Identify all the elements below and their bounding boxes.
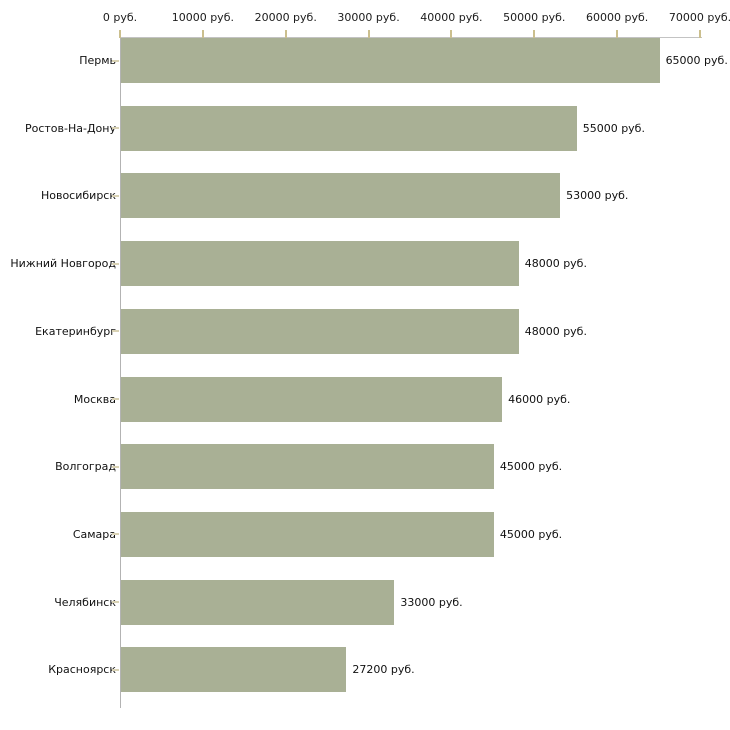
x-tick-label: 20000 руб. (254, 11, 317, 24)
x-tick-label: 70000 руб. (668, 11, 730, 24)
bar (121, 511, 494, 557)
category-label: Нижний Новгород (10, 257, 116, 271)
x-tick-label: 50000 руб. (503, 11, 566, 24)
category-label: Москва (73, 392, 116, 406)
bar-value-label: 48000 руб. (524, 324, 587, 338)
x-tick (616, 30, 619, 38)
bar-value-label: 48000 руб. (524, 257, 587, 271)
category-tick (112, 533, 119, 536)
bar (121, 308, 519, 354)
category-label: Новосибирск (40, 189, 116, 203)
bar-value-label: 27200 руб. (352, 663, 415, 677)
x-tick (119, 30, 121, 38)
category-label: Пермь (79, 54, 116, 67)
bar-value-label: 53000 руб. (566, 189, 629, 203)
x-tick (699, 30, 701, 38)
bar (121, 173, 561, 219)
category-label: Самара (72, 527, 116, 541)
bar (121, 376, 503, 422)
x-tick-label: 10000 руб. (171, 11, 234, 24)
bar-value-label: 46000 руб. (508, 392, 571, 406)
category-tick (112, 127, 119, 130)
bar-value-label: 65000 руб. (665, 54, 728, 67)
bar-value-label: 33000 руб. (400, 595, 463, 609)
x-axis-line (120, 37, 702, 38)
bar-value-label: 45000 руб. (499, 460, 563, 474)
category-tick (112, 194, 119, 197)
category-tick (112, 398, 119, 400)
x-tick (284, 30, 287, 38)
category-tick (112, 330, 119, 333)
bar (121, 241, 519, 287)
bar-value-label: 45000 руб. (499, 527, 563, 541)
x-tick-label: 0 руб. (102, 11, 138, 24)
category-label: Челябинск (54, 595, 116, 609)
category-label: Ростов-На-Дону (24, 121, 116, 135)
category-tick (112, 262, 119, 265)
x-tick (450, 30, 453, 38)
bar (121, 647, 347, 693)
bar (121, 38, 660, 83)
x-tick (367, 30, 370, 38)
x-tick-label: 30000 руб. (337, 11, 400, 24)
bar (121, 444, 494, 490)
bar (121, 579, 395, 625)
bar (121, 105, 577, 151)
category-tick (112, 465, 119, 468)
bar-value-label: 55000 руб. (582, 121, 645, 135)
x-tick-label: 60000 руб. (586, 11, 649, 24)
x-tick-label: 40000 руб. (420, 11, 483, 24)
category-label: Екатеринбург (35, 324, 116, 338)
category-tick (112, 59, 119, 62)
x-tick (201, 30, 204, 38)
category-tick (112, 668, 119, 671)
y-axis-line (120, 37, 121, 708)
category-label: Волгоград (55, 460, 116, 474)
category-label: Красноярск (48, 663, 116, 677)
x-tick (533, 30, 536, 38)
category-tick (112, 601, 119, 604)
